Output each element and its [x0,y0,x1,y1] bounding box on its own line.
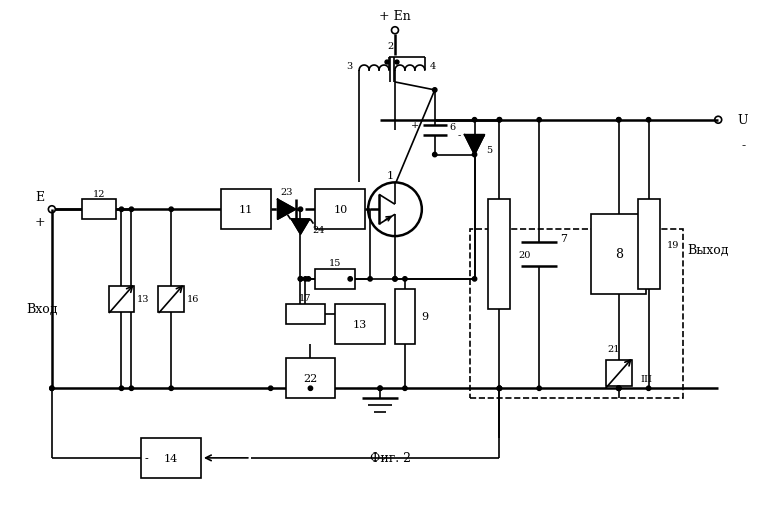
Bar [488,200,510,309]
Circle shape [378,386,382,391]
Text: 11: 11 [239,205,253,215]
Polygon shape [465,135,484,155]
Bar [221,190,271,230]
Circle shape [497,118,502,123]
Circle shape [298,277,303,281]
Text: +: + [34,215,45,228]
Circle shape [50,386,54,391]
Circle shape [303,277,307,281]
Text: -: - [458,131,461,140]
Circle shape [402,277,407,281]
Bar [315,269,355,289]
Text: 1: 1 [386,171,394,181]
Circle shape [119,386,124,391]
Circle shape [497,118,502,123]
Circle shape [537,118,541,123]
Circle shape [307,277,310,281]
Bar [395,289,415,344]
Circle shape [169,208,173,212]
Circle shape [169,386,173,391]
Text: 17: 17 [300,294,312,303]
Circle shape [395,61,399,65]
Text: 4: 4 [430,62,436,70]
Circle shape [647,386,651,391]
Text: -: - [144,453,148,463]
Circle shape [473,118,477,123]
Bar [470,230,683,399]
Text: III: III [640,374,653,383]
Bar [158,286,184,312]
Bar [285,304,325,324]
Text: 19: 19 [667,240,679,249]
Text: Вход: Вход [27,303,58,316]
Circle shape [537,386,541,391]
Text: U: U [738,114,748,127]
Polygon shape [278,200,296,220]
Bar [335,304,385,344]
Circle shape [497,386,502,391]
Circle shape [393,277,397,281]
Circle shape [473,277,477,281]
Text: 20: 20 [518,250,530,259]
Text: E: E [35,190,44,204]
Circle shape [616,386,621,391]
Circle shape [616,386,621,391]
Text: Выход: Выход [687,243,729,256]
Bar [606,361,632,386]
Circle shape [385,61,389,65]
Text: 22: 22 [303,374,317,384]
Text: Фиг. 2: Фиг. 2 [370,451,410,465]
Circle shape [616,386,621,391]
Circle shape [368,277,372,281]
Text: 16: 16 [187,295,199,304]
Circle shape [129,208,133,212]
Circle shape [497,386,502,391]
Text: 10: 10 [333,205,347,215]
Text: 24: 24 [312,225,324,234]
Circle shape [402,386,407,391]
Circle shape [298,277,303,281]
Text: 13: 13 [137,295,150,304]
Text: 23: 23 [280,187,292,196]
Circle shape [50,386,54,391]
Circle shape [616,118,621,123]
Circle shape [647,118,651,123]
Circle shape [348,277,353,281]
Circle shape [378,386,382,391]
Bar [141,438,201,478]
Text: 15: 15 [329,259,342,268]
Text: 9: 9 [421,312,428,322]
Text: 3: 3 [346,62,353,70]
Circle shape [129,386,133,391]
Text: 7: 7 [561,234,568,244]
Text: 2: 2 [387,42,393,50]
Text: 5: 5 [487,146,492,155]
Circle shape [433,153,437,157]
Circle shape [393,277,397,281]
Circle shape [497,386,502,391]
Bar [82,200,116,220]
Bar [315,190,365,230]
Bar [637,200,660,289]
Circle shape [298,208,303,212]
Text: +: + [411,121,419,130]
Bar [591,215,646,294]
Circle shape [433,89,437,93]
Text: 12: 12 [93,189,105,199]
Circle shape [473,153,477,157]
Text: 8: 8 [615,248,622,261]
Text: 21: 21 [608,344,620,353]
Bar [108,286,134,312]
Text: + En: + En [379,10,411,23]
Text: 13: 13 [353,319,367,329]
Text: 6: 6 [449,123,456,132]
Polygon shape [292,220,310,235]
Circle shape [268,386,273,391]
Circle shape [119,208,124,212]
Text: 14: 14 [164,453,179,463]
Circle shape [308,386,313,391]
Bar [285,359,335,399]
Circle shape [616,118,621,123]
Text: -: - [741,139,745,152]
